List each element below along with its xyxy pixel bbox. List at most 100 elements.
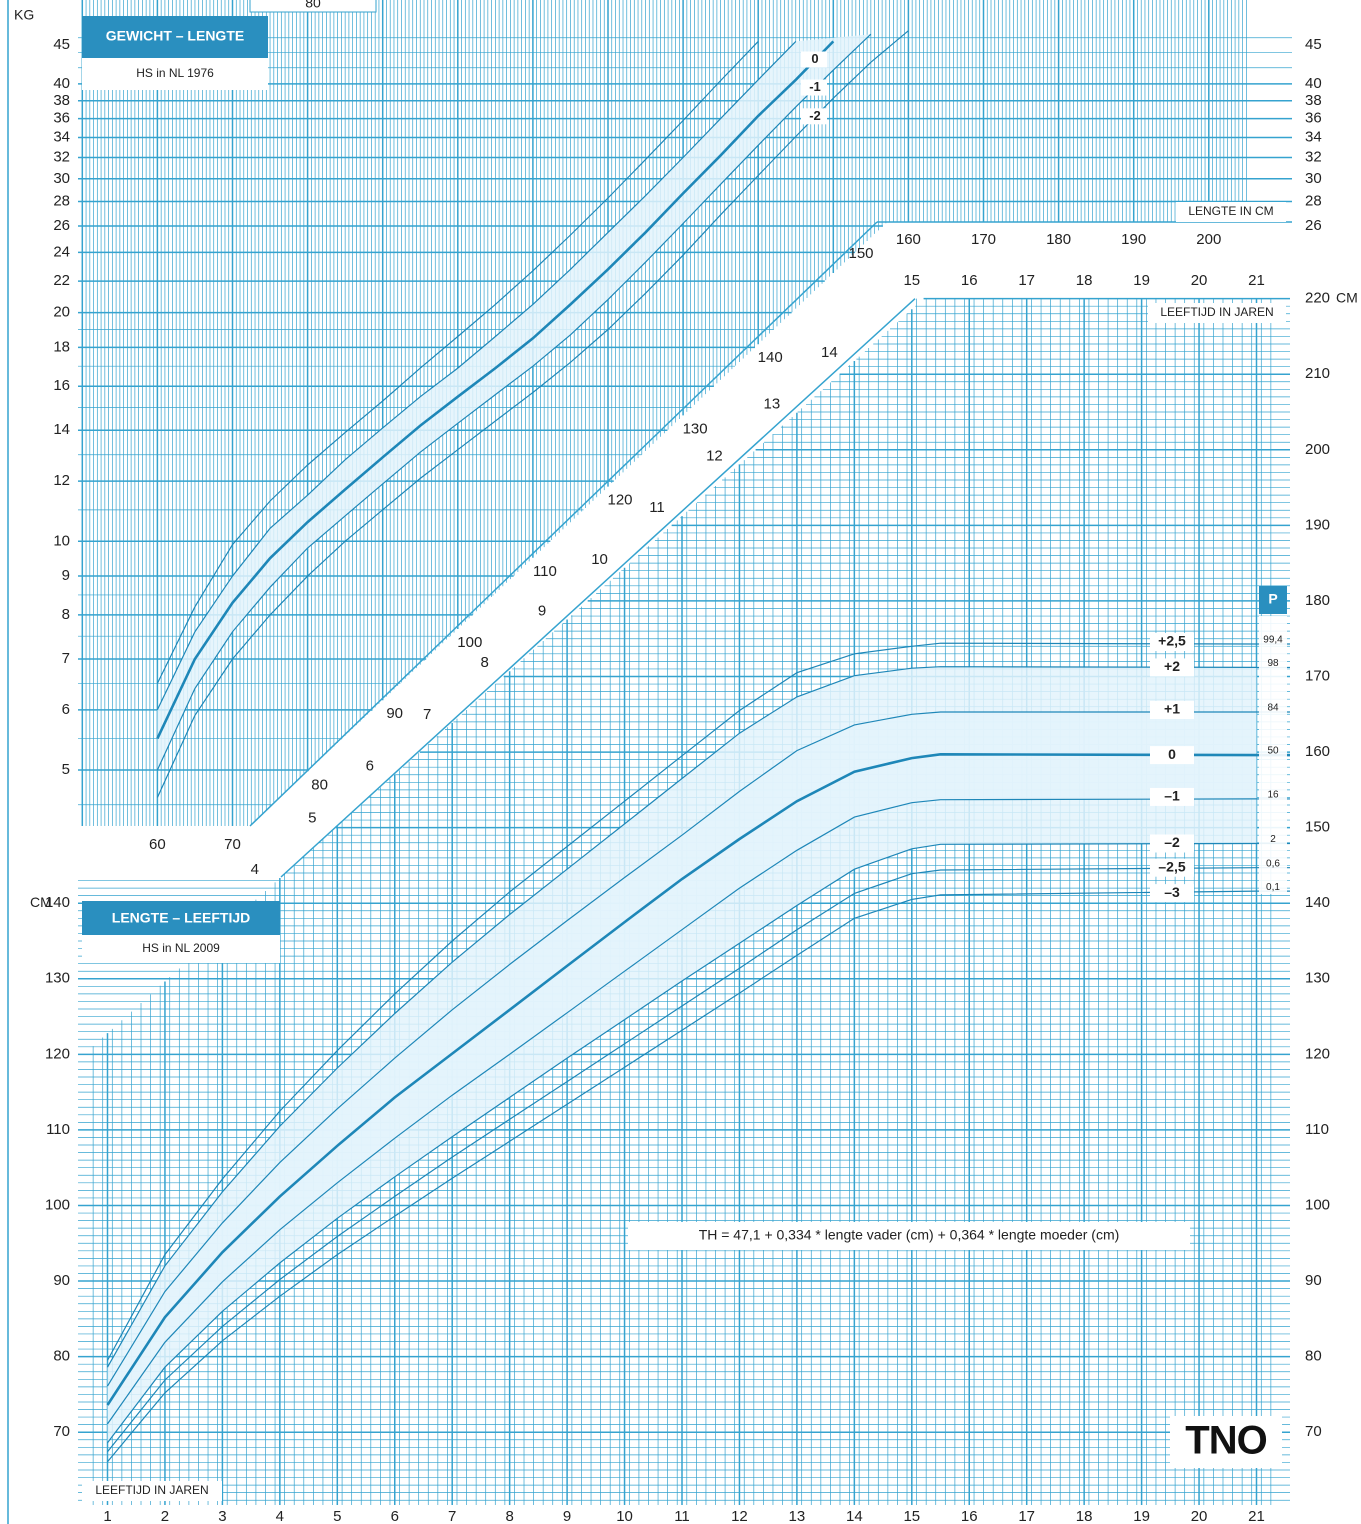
height-ytick-right: 70 xyxy=(1305,1423,1322,1440)
height-sd-label-bg xyxy=(1150,858,1194,877)
height-sd-label-bg xyxy=(1150,834,1194,853)
height-ytick-right: 80 xyxy=(1305,1348,1322,1365)
height-sd-label-0: 0 xyxy=(1168,746,1176,762)
weight-title-box xyxy=(82,16,268,58)
weight-xtick: 140 xyxy=(758,349,783,366)
height-subtitle-box xyxy=(82,935,280,963)
weight-xtick: 110 xyxy=(533,563,557,580)
height-curve-minus-2-5 xyxy=(107,867,1257,1453)
height-xtick-diagonal: 18 xyxy=(1076,272,1093,289)
height-xtick-diagonal: 17 xyxy=(1018,272,1035,289)
height-xtick-bottom: 14 xyxy=(846,1508,863,1524)
height-ytick-right: 190 xyxy=(1305,516,1330,533)
weight-subtitle: HS in NL 1976 xyxy=(136,66,214,80)
weight-curve-0 xyxy=(156,40,835,740)
height-ytick-left: 140 xyxy=(45,894,70,911)
weight-subtitle-box xyxy=(82,58,268,90)
height-ytick-right: 220 xyxy=(1305,290,1330,307)
height-sd-label-bg xyxy=(1150,787,1194,806)
weight-xtick: 170 xyxy=(971,231,996,248)
weight-ytick-left: 5 xyxy=(62,761,70,778)
percentile-label: 50 xyxy=(1267,746,1279,757)
weight-sd-label-bg xyxy=(801,51,827,68)
height-xlabel-top-box xyxy=(1148,303,1286,323)
height-curve-0 xyxy=(106,752,1257,1406)
height-xtick-diagonal: 21 xyxy=(1248,272,1265,289)
weight-ytick-left: 16 xyxy=(53,377,70,394)
height-sd-label-bg xyxy=(1150,701,1194,720)
weight-curve-plus-2 xyxy=(156,40,759,684)
height-right-ylabel: CM xyxy=(1336,289,1358,305)
height-ytick-right: 90 xyxy=(1305,1272,1322,1289)
weight-ytick-left: 14 xyxy=(53,421,70,438)
weight-xtick: 60 xyxy=(149,836,166,853)
height-xtick-bottom: 18 xyxy=(1076,1508,1093,1524)
weight-ytick-right: 26 xyxy=(1305,217,1322,234)
height-sd-label-plus-1: +1 xyxy=(1164,701,1180,717)
weight-ytick-left: 28 xyxy=(53,193,70,210)
height-sd-band-inner xyxy=(107,712,1257,1424)
height-xlabel-bottom: LEEFTIJD IN JAREN xyxy=(95,1483,208,1497)
height-xtick-bottom: 9 xyxy=(563,1508,571,1524)
percentile-label: 16 xyxy=(1267,790,1279,801)
target-height-formula: TH = 47,1 + 0,334 * lengte vader (cm) + … xyxy=(699,1227,1120,1243)
weight-ytick-left: 34 xyxy=(53,128,70,145)
height-sd-label-minus-2-5: –2,5 xyxy=(1158,858,1185,874)
height-ytick-left: 80 xyxy=(53,1348,70,1365)
weight-ytick-right: 38 xyxy=(1305,92,1322,109)
height-xtick-diagonal: 7 xyxy=(423,706,431,723)
percentile-label: 98 xyxy=(1267,658,1279,669)
height-sd-label-bg xyxy=(1150,633,1194,652)
height-xtick-bottom: 4 xyxy=(276,1508,284,1524)
height-ytick-right: 150 xyxy=(1305,819,1330,836)
height-xtick-diagonal: 20 xyxy=(1191,272,1208,289)
weight-ytick-left: 40 xyxy=(53,75,70,92)
weight-ytick-right: 28 xyxy=(1305,193,1322,210)
weight-ytick-left: 10 xyxy=(53,532,70,549)
height-ytick-right: 110 xyxy=(1305,1121,1329,1138)
weight-ytick-right: 34 xyxy=(1305,128,1322,145)
weight-xtick: 190 xyxy=(1121,231,1146,248)
percentile-label: 0,1 xyxy=(1266,882,1280,893)
height-sd-label-minus-3: –3 xyxy=(1164,884,1180,900)
weight-ytick-left: 30 xyxy=(53,170,70,187)
height-xtick-bottom: 19 xyxy=(1133,1508,1150,1524)
weight-curve-minus-2 xyxy=(156,30,909,798)
weight-ytick-left: 22 xyxy=(53,272,70,289)
height-xtick-diagonal: 14 xyxy=(821,344,838,361)
weight-ytick-left: 8 xyxy=(62,606,70,623)
height-ytick-right: 180 xyxy=(1305,592,1330,609)
height-xtick-bottom: 13 xyxy=(789,1508,806,1524)
height-xtick-diagonal: 5 xyxy=(308,809,316,826)
weight-ytick-right: 30 xyxy=(1305,170,1322,187)
weight-ylabel: KG xyxy=(14,7,34,23)
height-ytick-right: 120 xyxy=(1305,1045,1330,1062)
height-ytick-left: 110 xyxy=(46,1121,70,1138)
curve-layer xyxy=(106,30,1290,1463)
height-title: LENGTE – LEEFTIJD xyxy=(112,910,250,926)
height-xlabel-bottom-box xyxy=(82,1481,222,1501)
height-xtick-diagonal: 8 xyxy=(480,654,488,671)
height-subtitle: HS in NL 2009 xyxy=(142,941,220,955)
percentile-label: 84 xyxy=(1267,703,1279,714)
weight-xlabel: LENGTE IN CM xyxy=(1188,204,1273,218)
weight-sd-label-minus-1: -1 xyxy=(809,79,821,94)
weight-xtick: 130 xyxy=(683,420,708,437)
height-xtick-bottom: 12 xyxy=(731,1508,748,1524)
weight-ytick-left: 18 xyxy=(53,338,70,355)
percentile-label: 99,4 xyxy=(1263,635,1283,646)
height-xtick-diagonal: 12 xyxy=(706,447,723,464)
tno-logo: TNO xyxy=(1185,1419,1266,1463)
height-ytick-right: 160 xyxy=(1305,743,1330,760)
weight-ytick-right: 36 xyxy=(1305,110,1322,127)
grid-layer xyxy=(78,0,1292,1505)
height-xtick-diagonal: 11 xyxy=(649,499,665,516)
weight-sd-label-minus-2: -2 xyxy=(809,108,821,123)
height-xtick-diagonal: 19 xyxy=(1133,272,1150,289)
height-xtick-bottom: 7 xyxy=(448,1508,456,1524)
height-xtick-bottom: 11 xyxy=(674,1508,690,1524)
height-xtick-bottom: 3 xyxy=(218,1508,226,1524)
weight-xtick: 150 xyxy=(848,245,873,262)
weight-ytick-right: 40 xyxy=(1305,75,1322,92)
